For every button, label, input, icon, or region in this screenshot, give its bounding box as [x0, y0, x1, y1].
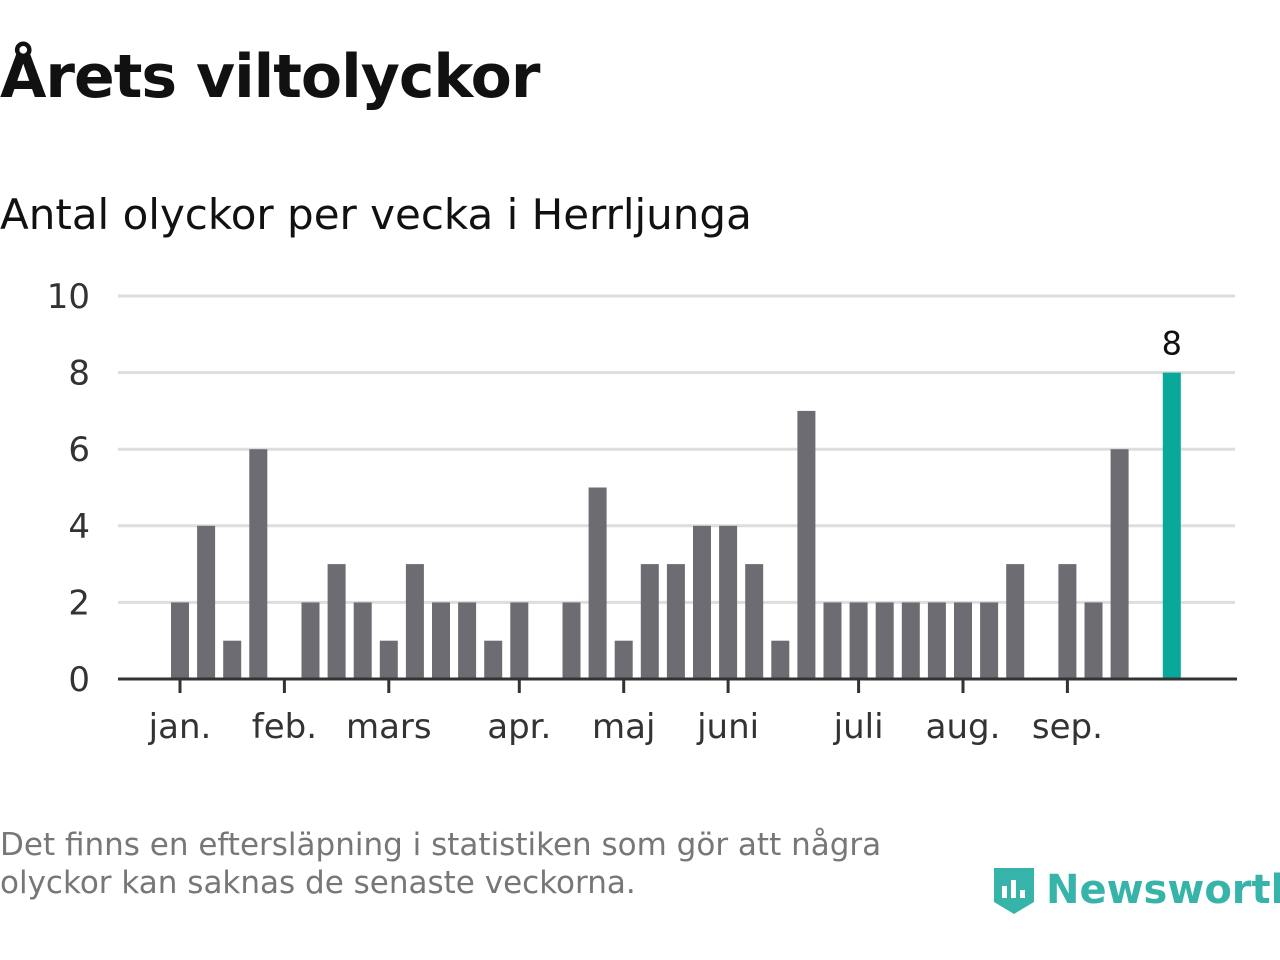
chart-subtitle: Antal olyckor per vecka i Herrljunga [0, 190, 752, 239]
bar [562, 602, 581, 679]
bar [823, 602, 842, 679]
bar-highlight [1162, 372, 1181, 679]
x-tick-label: aug. [926, 707, 1001, 747]
bar-chart: 0 2 4 6 8 10 8 jan. feb. mars apr. maj juni juli aug. s… [47, 277, 1237, 747]
bar [510, 602, 529, 679]
x-tick-label: mars [346, 707, 432, 747]
bar [954, 602, 972, 679]
bar [640, 564, 659, 679]
y-tick-label: 0 [68, 660, 90, 700]
logo-text: Newsworthy [1046, 867, 1280, 913]
bar [927, 602, 946, 679]
bar [1006, 564, 1025, 679]
bar [484, 640, 503, 679]
bar [693, 525, 711, 679]
bar [1084, 602, 1103, 679]
x-tick-label: sep. [1032, 707, 1103, 747]
bar [197, 525, 216, 679]
bar [666, 564, 685, 679]
bar [432, 602, 450, 679]
bar [223, 640, 242, 679]
x-tick-label: feb. [252, 707, 317, 747]
footnote: Det finns en eftersläpning i statistiken… [0, 827, 882, 901]
x-tick-label: juni [696, 707, 759, 747]
y-tick-label: 4 [68, 507, 90, 547]
bar [249, 449, 268, 679]
bar [353, 602, 372, 679]
bar [379, 640, 398, 679]
chart-title: Årets viltolyckor [0, 42, 540, 112]
bar [588, 487, 607, 679]
bar [745, 564, 764, 679]
y-tick-label: 2 [68, 583, 90, 623]
y-tick-label: 8 [68, 354, 90, 394]
data-label: 8 [1162, 325, 1182, 363]
bar [980, 602, 999, 679]
bar [405, 564, 424, 679]
x-tick-label: juli [833, 707, 884, 747]
x-tick-label: jan. [148, 707, 212, 747]
logo-icon [994, 868, 1034, 914]
bar [1058, 564, 1077, 679]
bar [719, 525, 738, 679]
newsworthy-logo: Newsworthy [990, 862, 1280, 918]
bar [849, 602, 868, 679]
bar [458, 602, 477, 679]
bar [327, 564, 346, 679]
bar [771, 640, 790, 679]
x-tick-label: maj [592, 707, 655, 747]
bar [797, 410, 816, 679]
bar [614, 640, 633, 679]
x-tick-label: apr. [487, 707, 551, 747]
bar [171, 602, 189, 679]
bar [301, 602, 320, 679]
y-tick-label: 6 [68, 430, 90, 470]
y-tick-label: 10 [47, 277, 90, 317]
bar [1110, 449, 1129, 679]
bar [901, 602, 920, 679]
bar [875, 602, 894, 679]
